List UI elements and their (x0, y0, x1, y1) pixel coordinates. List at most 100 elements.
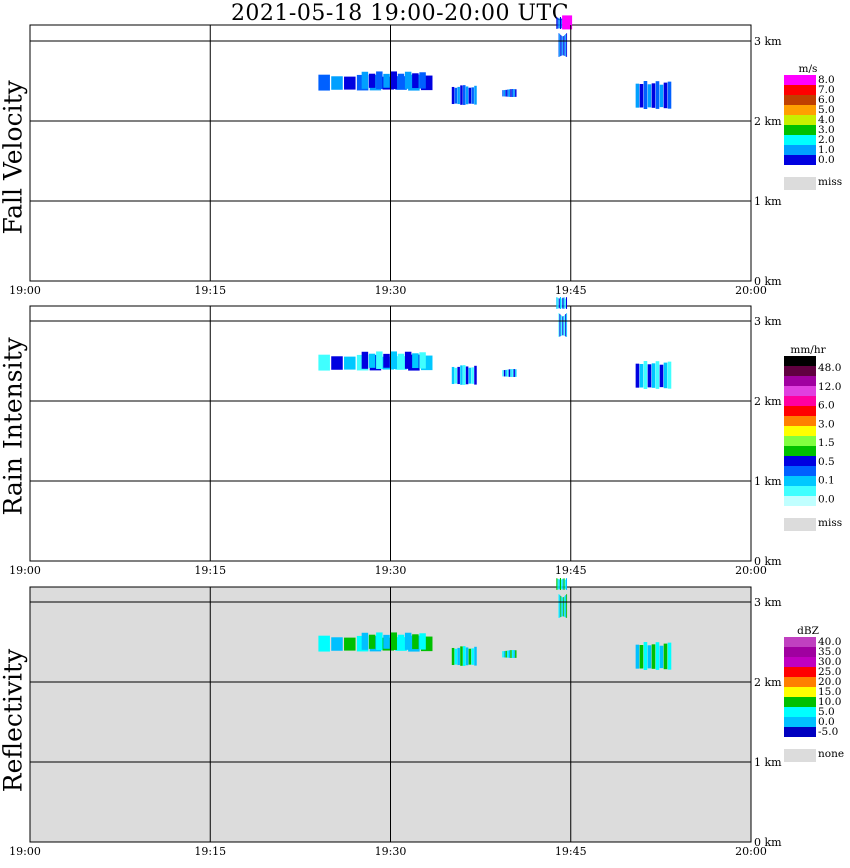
echo-cell (508, 369, 511, 377)
echo-cell (318, 354, 330, 371)
echo-cell (558, 594, 560, 618)
echo-cell (404, 632, 412, 650)
echo-cell (560, 34, 562, 57)
echo-cell (465, 366, 469, 385)
colorbar-swatch (784, 366, 816, 376)
echo-cell (562, 15, 573, 30)
echo-cell (564, 579, 566, 590)
echo-cell (507, 369, 509, 377)
echo-cell (556, 578, 558, 590)
echo-cell (454, 648, 458, 665)
echo-cell (559, 17, 562, 29)
colorbar-label: 20.0 (818, 676, 841, 688)
echo-cell (420, 75, 433, 91)
colorbar-swatch (784, 677, 816, 687)
echo-cell (563, 597, 565, 617)
echo-cell (451, 86, 455, 105)
y-tick-label: 2 km (754, 115, 782, 128)
x-tick-label: 19:00 (9, 284, 41, 297)
colorbar-swatch (784, 687, 816, 697)
colorbar-miss-label: miss (818, 176, 842, 188)
echo-cell (361, 351, 369, 369)
echo-cell (465, 86, 469, 105)
echo-cell (508, 89, 511, 97)
echo-cell (559, 297, 562, 309)
colorbar-label: 7.0 (818, 84, 835, 96)
echo-cell (562, 578, 564, 590)
colorbar-miss-swatch (784, 749, 816, 762)
echo-cell (635, 83, 640, 108)
colorbar-label: 8.0 (818, 74, 835, 86)
echo-cell (562, 597, 564, 617)
echo-cell (460, 365, 463, 385)
echo-cell (659, 84, 664, 108)
echo-cell (565, 595, 567, 618)
echo-cell (556, 297, 558, 309)
echo-cell (397, 634, 405, 649)
echo-cell (412, 634, 419, 650)
echo-cell (505, 650, 507, 658)
echo-cell (513, 369, 515, 377)
x-tick-label: 20:00 (735, 284, 767, 297)
echo-cell (659, 364, 664, 388)
echo-cell (318, 74, 330, 91)
x-tick-label: 19:00 (9, 845, 41, 858)
echo-cell (412, 353, 419, 369)
echo-cell (561, 298, 563, 309)
echo-cell (419, 72, 426, 89)
echo-cell (383, 634, 390, 649)
echo-cell (376, 351, 383, 369)
echo-cell (647, 364, 652, 388)
echo-cell (564, 298, 566, 309)
colorbar-swatch (784, 486, 816, 496)
echo-cell (639, 644, 644, 669)
echo-cell (515, 369, 517, 377)
colorbar-label: 48.0 (818, 362, 841, 374)
colorbar-label: 0.0 (818, 493, 835, 505)
echo-cell (510, 369, 512, 377)
echo-cell (635, 644, 640, 669)
echo-cell (566, 594, 568, 618)
echo-cell (397, 73, 405, 88)
colorbar-swatch (784, 376, 816, 386)
echo-cell (397, 353, 405, 368)
echo-cell (390, 632, 397, 650)
colorbar-label: 5.0 (818, 104, 835, 116)
echo-cell (376, 71, 383, 89)
x-tick-label: 19:30 (375, 845, 407, 858)
y-tick-label: 2 km (754, 395, 782, 408)
echo-cell (369, 355, 382, 371)
echo-cell (560, 595, 562, 618)
y-tick-label: 0 km (754, 836, 782, 849)
colorbar-swatch (784, 155, 816, 165)
echo-cell (663, 362, 668, 389)
echo-cell (419, 633, 426, 650)
echo-cell (663, 643, 668, 670)
echo-cell (502, 90, 504, 97)
echo-cell (502, 651, 504, 658)
x-tick-label: 20:00 (735, 564, 767, 577)
echo-cell (564, 596, 566, 617)
colorbar-swatch (784, 125, 816, 135)
echo-cell (651, 363, 656, 388)
echo-cell (562, 316, 564, 336)
echo-cell (503, 90, 506, 97)
colorbar-swatch (784, 416, 816, 426)
colorbar-label: 0.0 (818, 154, 835, 166)
echo-cell (667, 642, 672, 670)
echo-cell (471, 87, 474, 104)
echo-cell (511, 89, 514, 97)
echo-cell (383, 353, 390, 368)
echo-cell (561, 579, 563, 590)
echo-cell (511, 650, 514, 658)
y-tick-label: 1 km (754, 756, 782, 769)
colorbar-swatch (784, 446, 816, 456)
echo-cell (503, 651, 506, 658)
echo-cell (655, 361, 660, 389)
colorbar-swatch (784, 396, 816, 406)
colorbar-label: 30.0 (818, 656, 841, 668)
colorbar-miss-label: none (818, 748, 844, 760)
colorbar-label: 1.5 (818, 437, 835, 449)
colorbar-label: 3.0 (818, 124, 835, 136)
echo-cell (565, 34, 567, 57)
